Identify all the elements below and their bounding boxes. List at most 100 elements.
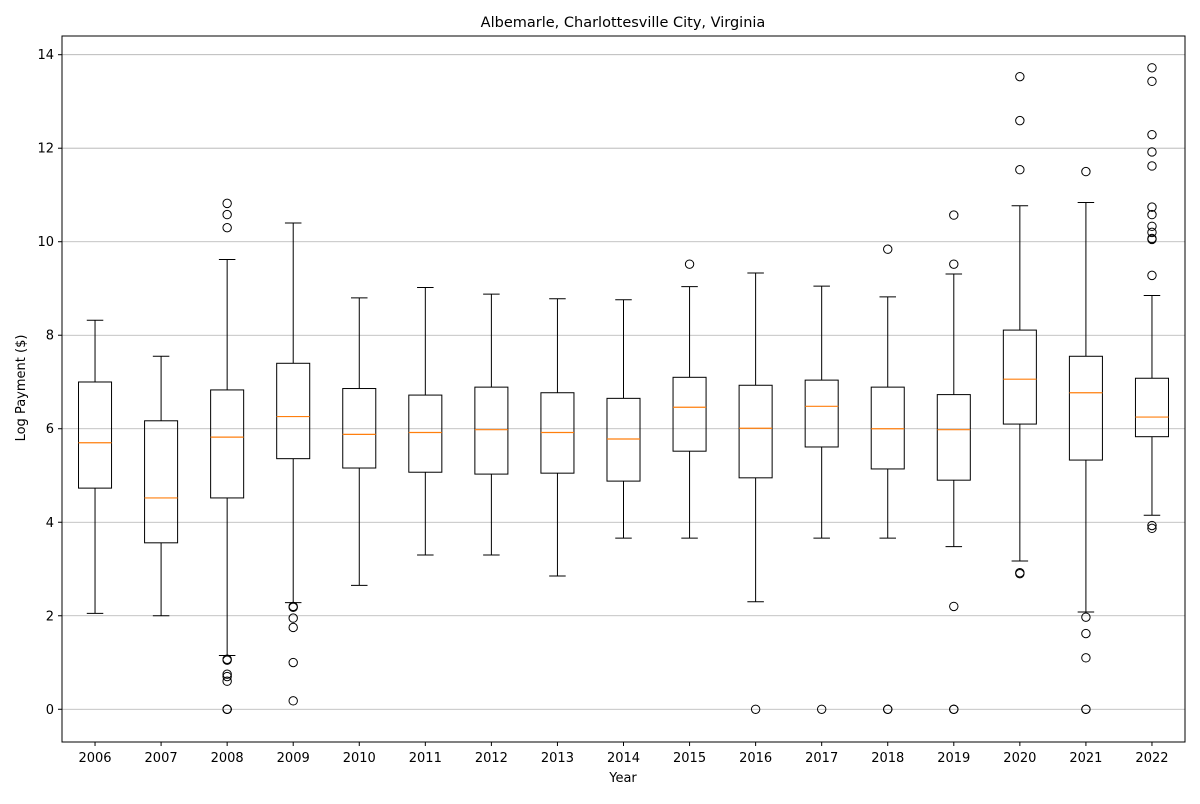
y-tick-label: 12 — [37, 142, 54, 157]
outlier-point — [1081, 628, 1091, 639]
box-2009 — [276, 222, 311, 706]
x-tick-label: 2019 — [937, 751, 970, 766]
x-tick-label: 2015 — [673, 751, 706, 766]
box-2006 — [78, 319, 113, 614]
outlier-point — [1147, 270, 1157, 281]
outlier-point — [1147, 147, 1157, 157]
box-2019 — [936, 210, 971, 714]
box-iqr — [1068, 355, 1103, 461]
x-tick-label: 2006 — [78, 751, 111, 766]
x-tick-label: 2008 — [211, 751, 244, 766]
box-2013 — [540, 298, 575, 577]
x-tick-label: 2022 — [1135, 751, 1168, 766]
box-2021 — [1068, 166, 1103, 714]
x-axis-label: Year — [608, 771, 637, 786]
outlier-point — [1147, 221, 1157, 231]
outlier-point — [816, 704, 827, 714]
x-tick-label: 2007 — [145, 751, 178, 766]
box-2017 — [804, 285, 839, 714]
outlier-point — [222, 669, 232, 679]
outlier-point — [684, 259, 695, 269]
outlier-point — [1147, 202, 1157, 212]
x-tick-label: 2016 — [739, 751, 772, 766]
box-2012 — [474, 293, 509, 556]
outlier-point — [222, 704, 232, 714]
box-iqr — [672, 376, 707, 452]
box-2011 — [408, 287, 443, 556]
x-tick-label: 2012 — [475, 751, 508, 766]
outlier-point — [1015, 165, 1025, 175]
x-tick-label: 2011 — [409, 751, 442, 766]
box-2008 — [210, 198, 245, 714]
outlier-point — [1147, 63, 1157, 73]
x-tick-label: 2021 — [1069, 751, 1102, 766]
box-iqr — [276, 362, 311, 460]
box-iqr — [342, 388, 377, 469]
x-tick-label: 2017 — [805, 751, 838, 766]
box-2022 — [1134, 63, 1169, 534]
y-tick-label: 14 — [37, 48, 54, 63]
outlier-point — [222, 671, 232, 682]
y-axis-label: Log Payment ($) — [14, 335, 29, 442]
box-2015 — [672, 259, 707, 539]
outlier-point — [288, 602, 298, 613]
y-axis: 0 2 4 6 8 10 12 14 — [37, 48, 62, 718]
y-tick-label: 2 — [46, 609, 54, 624]
box-iqr — [738, 384, 773, 479]
box-2007 — [144, 355, 179, 617]
box-iqr — [210, 389, 245, 499]
outlier-point — [288, 613, 298, 623]
x-tick-label: 2020 — [1003, 751, 1036, 766]
y-tick-label: 10 — [37, 235, 54, 250]
outlier-point — [222, 209, 232, 220]
box-iqr — [606, 397, 641, 482]
box-2016 — [738, 272, 773, 714]
x-tick-label: 2018 — [871, 751, 904, 766]
outlier-point — [222, 198, 232, 209]
boxes — [78, 63, 1169, 714]
y-tick-label: 4 — [46, 516, 54, 531]
outlier-point — [1081, 704, 1091, 714]
outlier-point — [222, 222, 232, 233]
chart-title: Albemarle, Charlottesville City, Virgini… — [481, 15, 766, 31]
outlier-point — [1147, 129, 1157, 140]
box-iqr — [78, 381, 113, 489]
outlier-point — [1147, 523, 1157, 534]
x-axis: 2006 2007 2008 2009 2010 2011 2012 2013 2014 2015… — [78, 742, 1169, 766]
y-tick-label: 8 — [46, 329, 54, 344]
box-2020 — [1002, 71, 1037, 579]
outlier-point — [1081, 612, 1091, 622]
outlier-point — [288, 622, 298, 633]
box-iqr — [870, 386, 905, 470]
box-iqr — [804, 379, 839, 448]
outlier-point — [1147, 227, 1157, 238]
outlier-point — [1147, 520, 1157, 531]
outlier-point — [1147, 161, 1157, 171]
y-tick-label: 6 — [46, 422, 54, 437]
outlier-point — [949, 704, 959, 714]
box-iqr — [144, 420, 179, 544]
outlier-point — [1081, 653, 1091, 663]
box-2018 — [870, 244, 905, 714]
box-iqr — [1134, 377, 1169, 438]
x-tick-label: 2010 — [343, 751, 376, 766]
box-2014 — [606, 299, 641, 539]
x-tick-label: 2013 — [541, 751, 574, 766]
outlier-point — [1015, 115, 1025, 126]
outlier-point — [1081, 166, 1091, 177]
outlier-point — [883, 704, 893, 714]
x-tick-label: 2009 — [277, 751, 310, 766]
outlier-point — [288, 696, 298, 706]
outlier-point — [949, 601, 959, 612]
box-2010 — [342, 297, 377, 586]
x-tick-label: 2014 — [607, 751, 640, 766]
outlier-point — [222, 676, 232, 686]
box-iqr — [1002, 329, 1037, 425]
outlier-point — [288, 657, 298, 668]
outlier-point — [949, 259, 959, 269]
outlier-point — [1147, 234, 1157, 245]
box-iqr — [936, 394, 971, 481]
outlier-point — [883, 244, 893, 254]
